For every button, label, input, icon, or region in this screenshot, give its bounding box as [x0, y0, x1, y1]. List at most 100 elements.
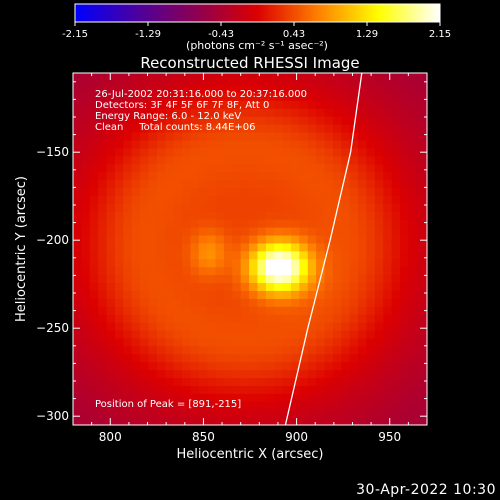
heatmap-cell [391, 92, 401, 101]
heatmap-cell [425, 266, 427, 276]
heatmap-cell [257, 290, 267, 299]
heatmap-cell [98, 242, 108, 252]
heatmap-cell [131, 187, 141, 196]
heatmap-cell [223, 92, 233, 101]
heatmap-cell [98, 298, 108, 307]
heatmap-cell [223, 322, 233, 331]
heatmap-cell [399, 139, 409, 149]
heatmap-cell [307, 369, 317, 379]
heatmap-cell [123, 73, 133, 78]
heatmap-cell [173, 329, 183, 339]
heatmap-cell [374, 203, 384, 212]
heatmap-cell [148, 227, 158, 236]
heatmap-cell [190, 211, 200, 220]
heatmap-cell [223, 124, 233, 133]
heatmap-cell [131, 298, 141, 307]
heatmap-cell [232, 73, 242, 78]
heatmap-cell [425, 274, 427, 284]
heatmap-cell [89, 322, 99, 331]
heatmap-cell [148, 337, 158, 347]
heatmap-cell [190, 306, 200, 315]
heatmap-cell [156, 92, 166, 101]
heatmap-cell [383, 250, 393, 260]
x-tick-label: 850 [192, 430, 215, 444]
x-tick-label: 900 [285, 430, 308, 444]
heatmap-cell [223, 290, 233, 299]
annotation-clean-counts: Clean Total counts: 8.44E+06 [95, 122, 255, 133]
heatmap-cell [366, 92, 376, 101]
heatmap-cell [81, 131, 91, 141]
heatmap-cell [131, 377, 141, 386]
heatmap-cell [156, 282, 166, 291]
heatmap-cell [114, 203, 124, 212]
heatmap-cell [98, 250, 108, 260]
heatmap-cell [81, 76, 91, 86]
heatmap-cell [265, 227, 275, 236]
heatmap-cell [140, 124, 150, 133]
heatmap-cell [98, 329, 108, 339]
heatmap-cell [366, 306, 376, 315]
heatmap-cell [374, 377, 384, 386]
heatmap-cell [223, 219, 233, 228]
heatmap-cell [148, 73, 158, 78]
heatmap-cell [215, 258, 225, 268]
heatmap-cell [156, 250, 166, 260]
heatmap-cell [425, 124, 427, 133]
heatmap-cell [374, 329, 384, 339]
heatmap-cell [215, 409, 225, 418]
heatmap-cell [358, 329, 368, 339]
heatmap-cell [73, 353, 82, 363]
heatmap-cell [223, 314, 233, 323]
heatmap-cell [332, 100, 342, 109]
heatmap-cell [408, 76, 418, 86]
heatmap-cell [123, 385, 133, 394]
heatmap-cell [425, 401, 427, 410]
heatmap-cell [140, 155, 150, 165]
heatmap-cell [81, 266, 91, 276]
heatmap-cell [140, 393, 150, 402]
heatmap-cell [106, 369, 116, 379]
heatmap-cell [257, 306, 267, 315]
heatmap-cell [366, 219, 376, 228]
heatmap-cell [391, 155, 401, 165]
heatmap-cell [408, 306, 418, 315]
heatmap-cell [181, 234, 191, 244]
heatmap-cell [307, 282, 317, 291]
heatmap-cell [190, 353, 200, 363]
heatmap-cell [383, 290, 393, 299]
heatmap-cell [156, 124, 166, 133]
heatmap-cell [215, 131, 225, 141]
heatmap-cell [165, 322, 175, 331]
heatmap-cell [140, 100, 150, 109]
heatmap-cell [374, 314, 384, 323]
heatmap-cell [265, 242, 275, 252]
heatmap-cell [81, 369, 91, 379]
heatmap-cell [207, 337, 217, 347]
heatmap-cell [123, 369, 133, 379]
heatmap-cell [207, 242, 217, 252]
heatmap-cell [73, 306, 82, 315]
heatmap-cell [274, 314, 284, 323]
heatmap-cell [114, 266, 124, 276]
heatmap-cell [98, 234, 108, 244]
heatmap-cell [106, 139, 116, 149]
heatmap-cell [416, 242, 426, 252]
heatmap-cell [207, 290, 217, 299]
heatmap-cell [341, 377, 351, 386]
heatmap-cell [391, 116, 401, 125]
heatmap-cell [73, 73, 82, 78]
heatmap-cell [232, 124, 242, 133]
heatmap-cell [81, 282, 91, 291]
heatmap-cell [123, 195, 133, 204]
heatmap-cell [114, 147, 124, 157]
heatmap-cell [106, 92, 116, 101]
heatmap-cell [316, 393, 326, 402]
heatmap-cell [324, 298, 334, 307]
heatmap-cell [299, 314, 309, 323]
heatmap-cell [223, 409, 233, 418]
heatmap-cell [307, 377, 317, 386]
heatmap-cell [249, 147, 259, 157]
heatmap-cell [366, 131, 376, 141]
heatmap-cell [399, 306, 409, 315]
heatmap-cell [123, 219, 133, 228]
